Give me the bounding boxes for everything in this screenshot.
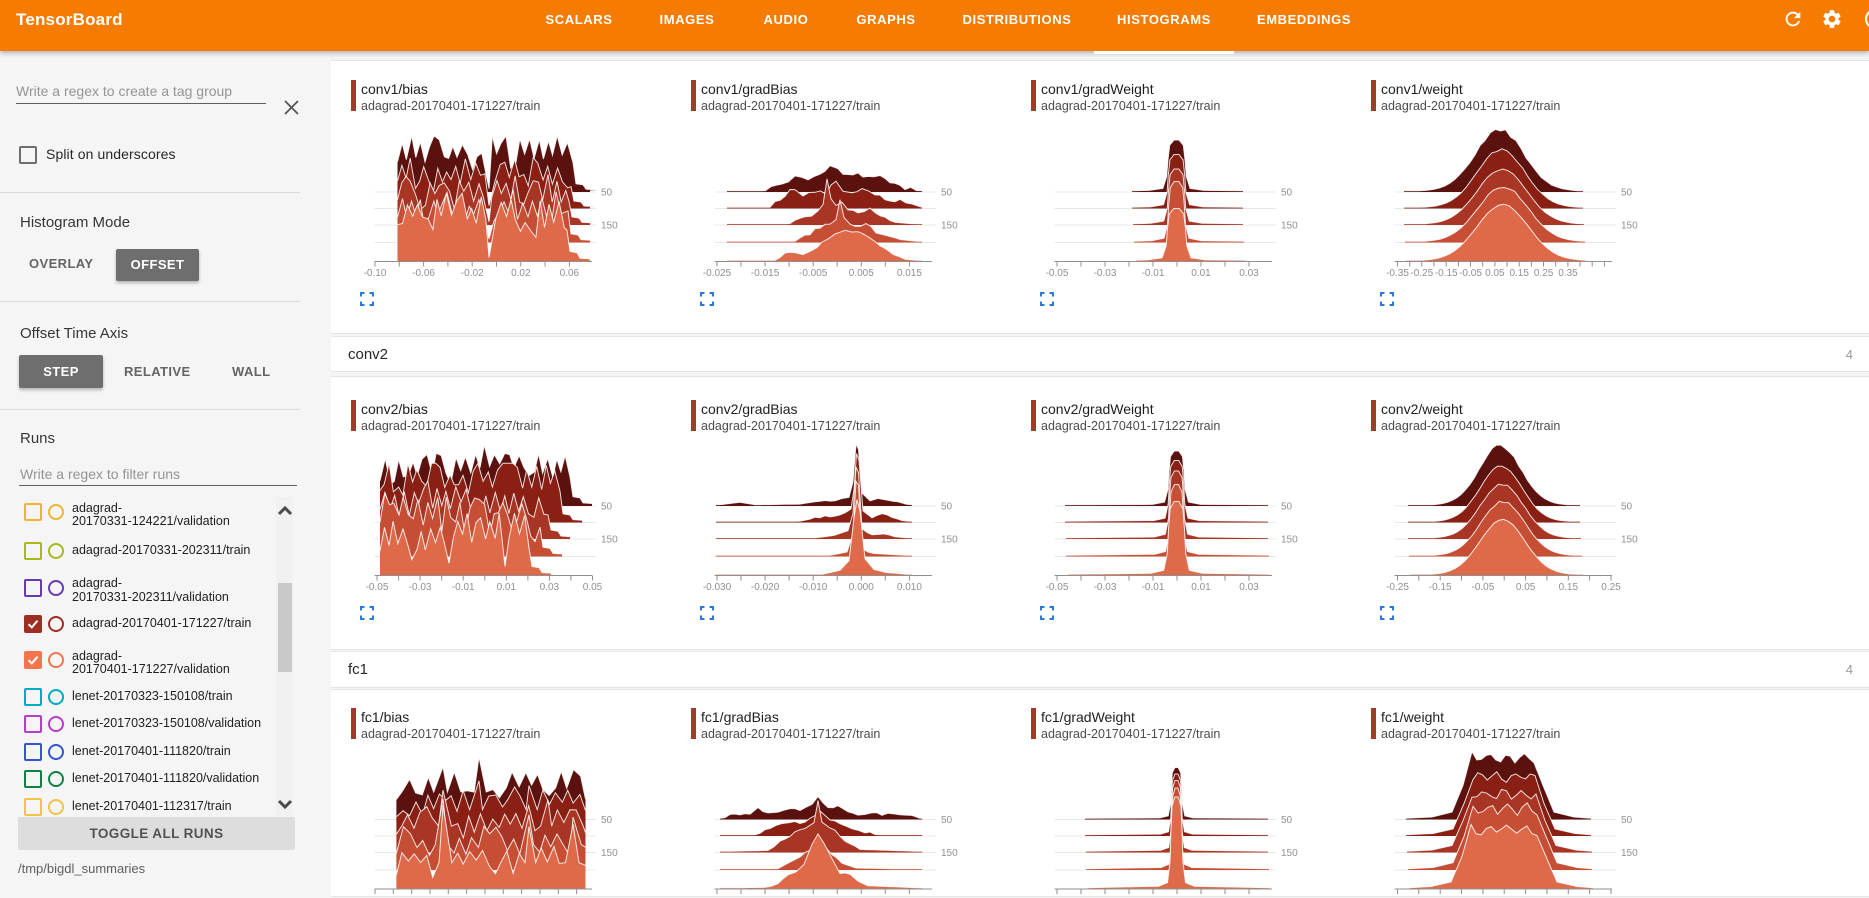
- svg-text:50: 50: [601, 188, 613, 199]
- svg-text:0.02: 0.02: [511, 268, 531, 279]
- svg-text:50: 50: [1621, 188, 1633, 199]
- svg-text:50: 50: [941, 188, 953, 199]
- svg-text:150: 150: [1281, 221, 1298, 232]
- svg-text:-0.25: -0.25: [1386, 582, 1409, 593]
- svg-text:150: 150: [941, 535, 958, 546]
- svg-text:-0.025: -0.025: [703, 268, 732, 279]
- svg-text:50: 50: [1281, 502, 1293, 513]
- svg-text:150: 150: [1281, 535, 1298, 546]
- svg-text:150: 150: [941, 221, 958, 232]
- svg-text:0.005: 0.005: [849, 268, 874, 279]
- svg-text:0.01: 0.01: [1191, 582, 1211, 593]
- svg-text:-0.005: -0.005: [799, 268, 828, 279]
- svg-text:50: 50: [1621, 502, 1633, 513]
- svg-text:50: 50: [1621, 815, 1633, 826]
- svg-text:50: 50: [941, 815, 953, 826]
- svg-text:-0.01: -0.01: [452, 582, 475, 593]
- svg-text:150: 150: [1621, 535, 1638, 546]
- svg-text:-0.05: -0.05: [1472, 582, 1495, 593]
- svg-text:-0.10: -0.10: [364, 268, 387, 279]
- svg-text:0.25: 0.25: [1534, 268, 1554, 279]
- svg-text:-0.15: -0.15: [1435, 268, 1458, 279]
- svg-text:-0.35: -0.35: [1386, 268, 1409, 279]
- svg-text:-0.05: -0.05: [1046, 582, 1069, 593]
- svg-text:150: 150: [601, 848, 618, 859]
- svg-text:-0.03: -0.03: [409, 582, 432, 593]
- svg-text:0.01: 0.01: [497, 582, 517, 593]
- svg-text:0.05: 0.05: [1485, 268, 1505, 279]
- svg-text:0.15: 0.15: [1509, 268, 1529, 279]
- svg-text:150: 150: [1621, 848, 1638, 859]
- svg-text:150: 150: [1621, 221, 1638, 232]
- svg-text:-0.03: -0.03: [1094, 268, 1117, 279]
- svg-text:150: 150: [601, 535, 618, 546]
- svg-text:-0.02: -0.02: [461, 268, 484, 279]
- svg-text:-0.030: -0.030: [703, 582, 732, 593]
- svg-text:50: 50: [1281, 815, 1293, 826]
- svg-text:0.015: 0.015: [897, 268, 922, 279]
- svg-text:-0.01: -0.01: [1142, 582, 1165, 593]
- svg-text:0.15: 0.15: [1559, 582, 1579, 593]
- svg-text:-0.06: -0.06: [412, 268, 435, 279]
- svg-text:-0.05: -0.05: [366, 582, 389, 593]
- svg-text:150: 150: [1281, 848, 1298, 859]
- svg-text:-0.01: -0.01: [1142, 268, 1165, 279]
- svg-text:0.01: 0.01: [1191, 268, 1211, 279]
- svg-text:50: 50: [941, 502, 953, 513]
- svg-text:-0.03: -0.03: [1094, 582, 1117, 593]
- svg-text:0.05: 0.05: [583, 582, 603, 593]
- svg-text:0.25: 0.25: [1601, 582, 1621, 593]
- svg-text:-0.25: -0.25: [1410, 268, 1433, 279]
- svg-text:0.010: 0.010: [897, 582, 922, 593]
- svg-text:0.35: 0.35: [1558, 268, 1578, 279]
- svg-text:0.03: 0.03: [1239, 268, 1259, 279]
- svg-text:0.05: 0.05: [1516, 582, 1536, 593]
- svg-text:50: 50: [1281, 188, 1293, 199]
- svg-text:-0.010: -0.010: [799, 582, 828, 593]
- svg-text:-0.05: -0.05: [1046, 268, 1069, 279]
- svg-text:50: 50: [601, 502, 613, 513]
- svg-text:-0.15: -0.15: [1429, 582, 1452, 593]
- svg-text:-0.015: -0.015: [751, 268, 780, 279]
- svg-text:0.000: 0.000: [849, 582, 874, 593]
- svg-text:-0.05: -0.05: [1459, 268, 1482, 279]
- svg-text:0.03: 0.03: [1239, 582, 1259, 593]
- svg-text:50: 50: [601, 815, 613, 826]
- svg-text:150: 150: [601, 221, 618, 232]
- svg-text:150: 150: [941, 848, 958, 859]
- svg-text:0.06: 0.06: [560, 268, 580, 279]
- svg-text:0.03: 0.03: [540, 582, 560, 593]
- svg-text:-0.020: -0.020: [751, 582, 780, 593]
